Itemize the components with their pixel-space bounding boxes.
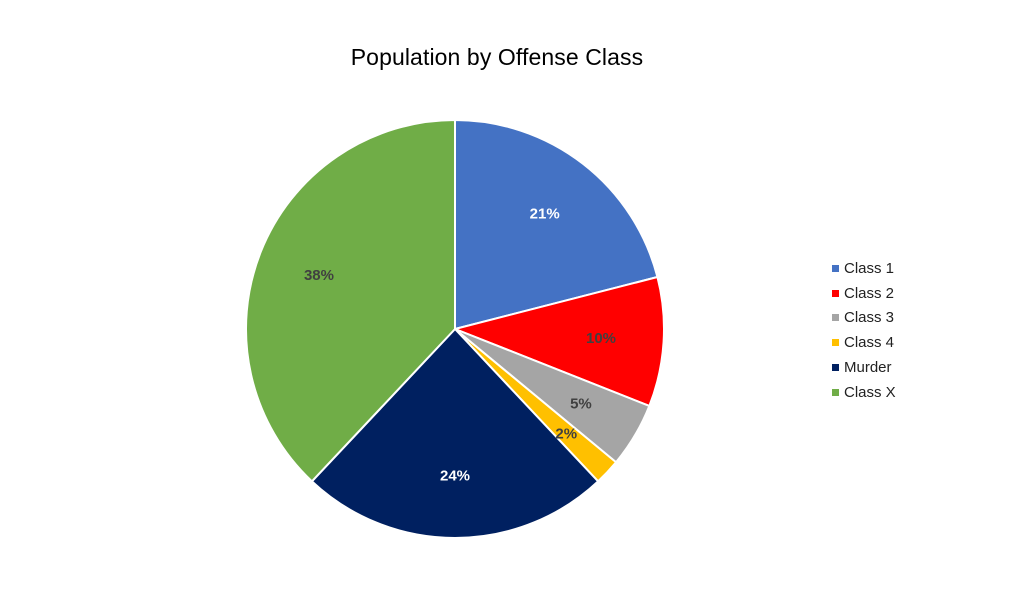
legend-item-class-3: Class 3 xyxy=(832,306,896,331)
data-label-class-1: 21% xyxy=(530,205,560,222)
legend-swatch-class-3 xyxy=(832,314,839,322)
legend-swatch-class-4 xyxy=(832,339,839,347)
legend-item-class-2: Class 2 xyxy=(832,281,896,306)
pie-slice-class-x xyxy=(245,118,456,483)
legend-label-murder: Murder xyxy=(844,359,892,377)
data-label-class-4: 2% xyxy=(555,425,577,442)
data-label-class-x: 38% xyxy=(304,267,334,284)
legend-item-class-x: Class X xyxy=(832,380,896,405)
legend-item-class-1: Class 1 xyxy=(832,256,896,281)
legend: Class 1 Class 2 Class 3 Class 4 Murder Class … xyxy=(832,256,896,405)
legend-label-class-x: Class X xyxy=(844,383,896,401)
legend-item-murder: Murder xyxy=(832,355,896,380)
chart-title: Population by Offense Class xyxy=(350,44,644,70)
legend-label-class-1: Class 1 xyxy=(844,259,895,277)
legend-swatch-class-2 xyxy=(832,289,839,297)
legend-swatch-murder xyxy=(832,364,839,372)
pie-slice-murder xyxy=(310,327,600,539)
legend-swatch-class-x xyxy=(832,388,839,396)
legend-item-class-4: Class 4 xyxy=(832,330,896,355)
data-label-class-3: 5% xyxy=(570,395,592,412)
legend-label-class-3: Class 3 xyxy=(844,309,895,327)
legend-label-class-4: Class 4 xyxy=(844,334,895,352)
data-label-murder: 24% xyxy=(440,467,470,484)
legend-swatch-class-1 xyxy=(832,264,839,272)
data-label-class-2: 10% xyxy=(586,330,616,347)
pie-slice-class-2 xyxy=(451,275,665,408)
legend-label-class-2: Class 2 xyxy=(844,284,895,302)
pie-slice-class-1 xyxy=(454,118,659,331)
